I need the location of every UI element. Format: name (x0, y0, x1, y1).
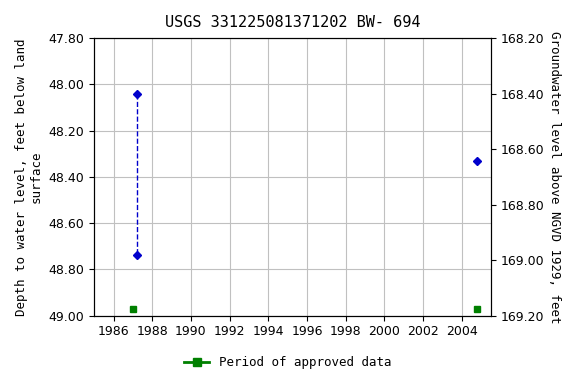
Y-axis label: Depth to water level, feet below land
surface: Depth to water level, feet below land su… (15, 38, 43, 316)
Legend: Period of approved data: Period of approved data (179, 351, 397, 374)
Title: USGS 331225081371202 BW- 694: USGS 331225081371202 BW- 694 (165, 15, 420, 30)
Y-axis label: Groundwater level above NGVD 1929, feet: Groundwater level above NGVD 1929, feet (548, 31, 561, 323)
